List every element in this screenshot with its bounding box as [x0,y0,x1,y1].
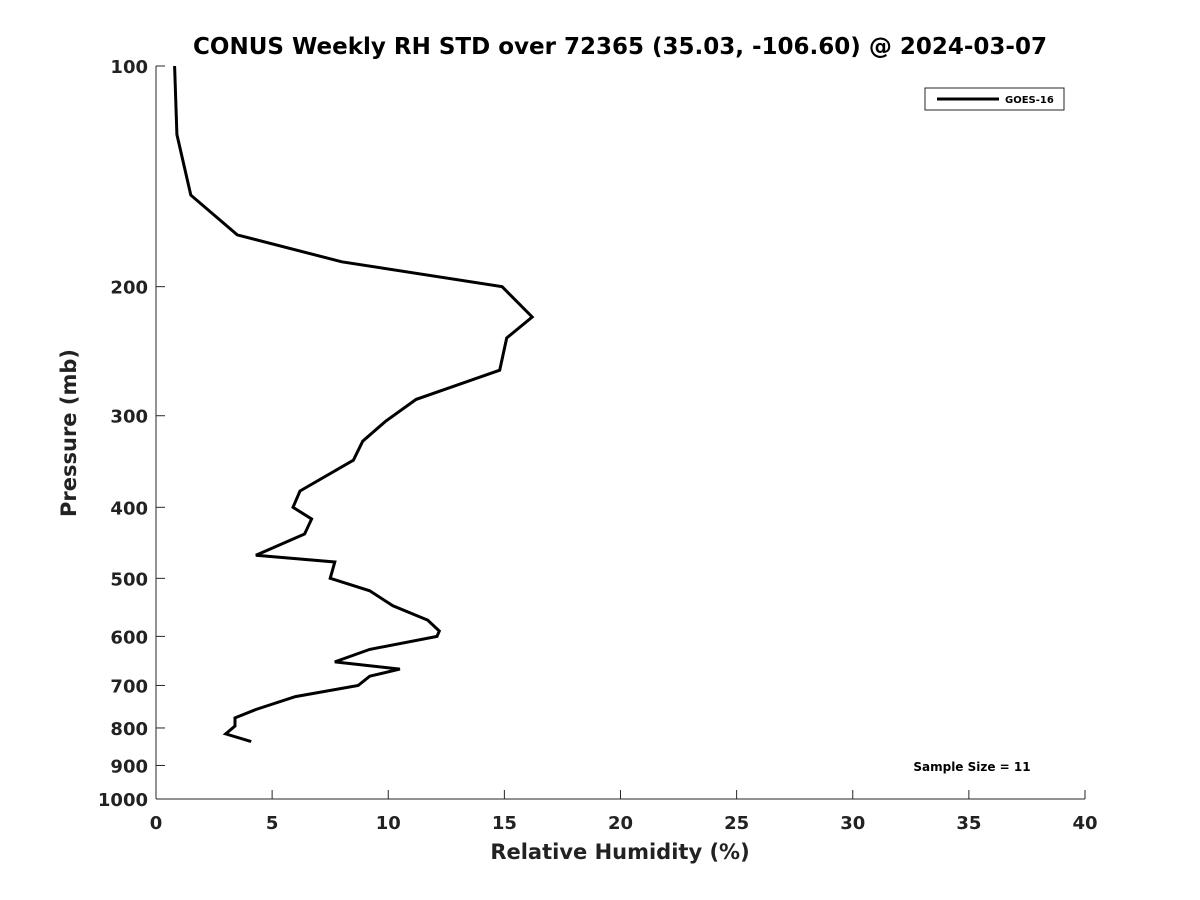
x-tick-label: 10 [376,813,401,834]
y-tick-label: 200 [110,278,148,299]
y-tick-label: 900 [110,756,148,777]
x-axis-ticks: 0 5 10 15 20 25 30 35 40 [150,790,1098,834]
y-axis-label: Pressure (mb) [57,349,81,517]
y-axis-ticks: 100 200 300 400 500 600 700 800 900 1000 [98,57,165,811]
legend-label: GOES-16 [1005,95,1054,106]
y-tick-label: 700 [110,676,148,697]
y-tick-label: 300 [110,407,148,428]
y-tick-label: 1000 [98,790,148,811]
x-axis-label: Relative Humidity (%) [490,840,749,864]
x-tick-label: 25 [724,813,749,834]
x-tick-label: 15 [492,813,517,834]
x-tick-label: 5 [266,813,279,834]
legend: GOES-16 [924,87,1065,111]
x-tick-label: 30 [840,813,865,834]
x-tick-label: 0 [150,813,163,834]
y-tick-label: 400 [110,498,148,519]
sample-size-annotation: Sample Size = 11 [913,760,1030,774]
y-tick-label: 500 [110,569,148,590]
plot-area [155,65,1085,800]
y-tick-label: 600 [110,627,148,648]
x-tick-label: 40 [1072,813,1097,834]
chart-title: CONUS Weekly RH STD over 72365 (35.03, -… [193,34,1047,60]
y-tick-label: 100 [110,57,148,78]
x-tick-label: 35 [956,813,981,834]
x-tick-label: 20 [608,813,633,834]
y-tick-label: 800 [110,719,148,740]
series-line-goes-16 [173,65,535,744]
